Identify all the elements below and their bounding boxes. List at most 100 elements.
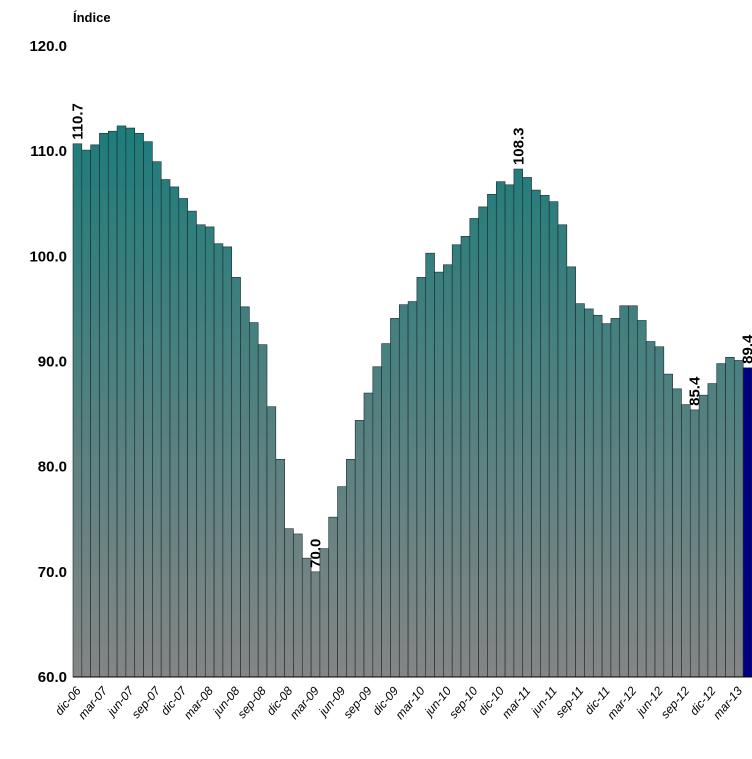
bar [275, 459, 285, 678]
bar [540, 195, 550, 678]
bar [204, 226, 215, 678]
bar [478, 206, 488, 678]
bar [575, 303, 585, 678]
bar [469, 218, 479, 678]
bar [672, 388, 682, 678]
bar [319, 548, 330, 678]
x-tick-label: sep-11 [553, 684, 587, 720]
x-tick-label: mar-11 [499, 684, 533, 721]
bar [196, 224, 206, 678]
bar [143, 141, 153, 678]
value-label: 89.4 [740, 334, 752, 364]
y-axis-title: Índice [73, 10, 111, 25]
bar [557, 224, 568, 678]
x-tick-label: sep-07 [129, 683, 164, 721]
bar [460, 236, 471, 678]
y-tick-label: 60.0 [38, 669, 67, 686]
bar [451, 244, 462, 678]
bar [363, 392, 374, 678]
bar [99, 132, 109, 678]
bar [160, 179, 171, 678]
bar [434, 271, 444, 678]
bar [487, 193, 497, 678]
bar [443, 264, 453, 678]
bar [381, 343, 391, 678]
bar [637, 320, 647, 678]
bar [742, 367, 752, 678]
bar [663, 373, 673, 678]
bar [645, 341, 656, 678]
bar [152, 161, 162, 678]
bar [707, 383, 718, 678]
bar [628, 305, 638, 678]
x-tick-label: mar-07 [75, 683, 111, 722]
bar [310, 571, 321, 678]
bar [116, 125, 127, 678]
bar [689, 409, 700, 678]
bar [725, 356, 735, 678]
bar [566, 266, 576, 678]
y-tick-label: 110.0 [30, 143, 67, 160]
x-tick-label: mar-12 [604, 684, 639, 722]
bar [125, 127, 136, 678]
bar [734, 360, 744, 678]
x-tick-label: sep-10 [446, 684, 481, 721]
bar [619, 305, 629, 678]
bar [266, 406, 277, 678]
bar [81, 149, 91, 678]
x-tick-label: mar-13 [710, 684, 745, 722]
bar [610, 318, 621, 678]
bar [90, 144, 100, 678]
bar [354, 420, 365, 678]
bar [548, 201, 559, 678]
bar [257, 344, 268, 678]
bar [716, 363, 726, 678]
bar [504, 184, 515, 678]
bar [601, 323, 612, 678]
bar [169, 186, 180, 678]
y-tick-label: 70.0 [38, 564, 67, 581]
bar [416, 277, 427, 678]
x-tick-label: mar-08 [181, 684, 216, 722]
bar [72, 143, 83, 678]
bar [681, 404, 691, 678]
bar [293, 533, 303, 678]
x-tick-label: sep-09 [340, 684, 375, 721]
y-tick-label: 80.0 [38, 459, 67, 476]
bar [425, 252, 435, 678]
bar [337, 486, 347, 678]
bar [346, 459, 356, 678]
bar [328, 516, 338, 678]
bar [513, 168, 524, 678]
bar [284, 528, 294, 678]
y-tick-label: 120.0 [29, 38, 67, 55]
x-tick-label: sep-12 [658, 684, 693, 721]
bar [178, 198, 188, 678]
x-tick-label: mar-09 [287, 684, 322, 722]
bar [698, 394, 709, 678]
bar [213, 243, 224, 678]
bar [407, 301, 418, 678]
value-label: 108.3 [510, 127, 527, 165]
bar [592, 314, 603, 678]
x-tick-label: sep-08 [235, 684, 270, 721]
bar [531, 189, 541, 678]
bar [654, 346, 665, 678]
bar [398, 304, 409, 678]
x-tick-label: mar-10 [393, 684, 428, 722]
bar [495, 181, 506, 678]
y-tick-label: 90.0 [38, 354, 67, 371]
bar [107, 130, 118, 678]
bar [187, 210, 197, 678]
y-tick-label: 100.0 [29, 248, 67, 265]
bar [301, 557, 312, 678]
bar [134, 132, 144, 678]
bar [372, 366, 382, 678]
bar [240, 306, 250, 678]
bar [249, 322, 259, 678]
value-label: 110.7 [69, 103, 86, 140]
bar [584, 308, 594, 678]
bar [390, 318, 400, 678]
bar [231, 277, 241, 678]
